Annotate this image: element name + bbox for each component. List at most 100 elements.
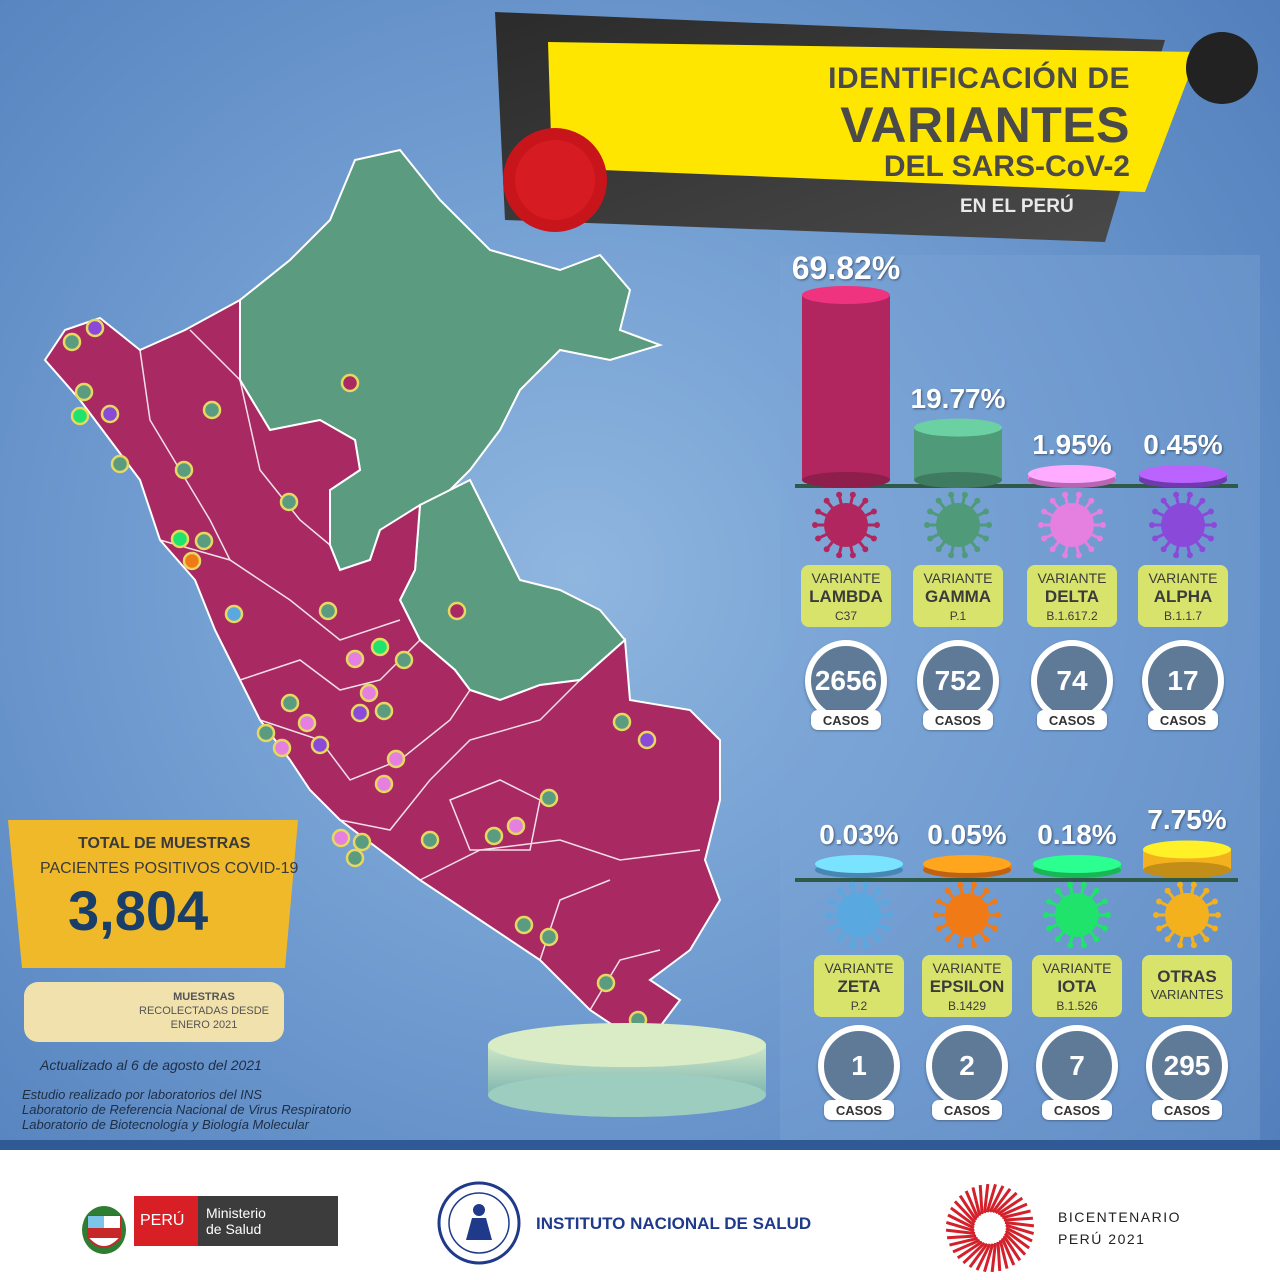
bar-base-1 bbox=[914, 472, 1002, 488]
dark-virus-icon bbox=[1186, 32, 1258, 104]
variant-name: ALPHA bbox=[1153, 587, 1213, 606]
study-line1: Estudio realizado por laboratorios del I… bbox=[22, 1087, 262, 1102]
cases-label-0: CASOS bbox=[811, 710, 881, 730]
pedestal bbox=[488, 1023, 766, 1117]
variant-code: B.1.617.2 bbox=[1046, 609, 1098, 623]
bar-cap-7 bbox=[1143, 840, 1231, 859]
variant-label-lambda: VARIANTE LAMBDA C37 bbox=[801, 565, 891, 627]
bar-cap-3 bbox=[1139, 465, 1227, 483]
variant-label-zeta: VARIANTE ZETA P.2 bbox=[814, 955, 904, 1017]
cases-label-6: CASOS bbox=[1042, 1100, 1112, 1120]
title-prefix: IDENTIFICACIÓN DE bbox=[828, 62, 1130, 95]
peru-map bbox=[43, 148, 722, 1042]
variant-word: VARIANTE bbox=[811, 570, 881, 586]
variant-word: VARIANTE bbox=[932, 960, 1002, 976]
virus-icon-7 bbox=[1153, 881, 1221, 949]
map-region-lambda bbox=[43, 298, 722, 1042]
percent-label-2: 1.95% bbox=[1032, 429, 1112, 460]
percent-label-0: 69.82% bbox=[791, 250, 901, 286]
updated-date: Actualizado al 6 de agosto del 2021 bbox=[40, 1057, 262, 1073]
total-value: 3,804 bbox=[68, 879, 209, 942]
virus-icon-0 bbox=[812, 491, 880, 559]
variant-word: VARIANTE bbox=[824, 960, 894, 976]
peru-coat-of-arms-icon bbox=[82, 1206, 126, 1254]
variant-word: VARIANTE bbox=[923, 570, 993, 586]
case-count-6: 7 bbox=[1036, 1025, 1118, 1107]
variant-word: VARIANTE bbox=[1042, 960, 1112, 976]
bars bbox=[802, 286, 1231, 878]
subtitle: EN EL PERÚ bbox=[960, 196, 1074, 217]
title-big: VARIANTES bbox=[840, 97, 1130, 153]
cases-label-2: CASOS bbox=[1037, 710, 1107, 730]
variant-label-iota: VARIANTE IOTA B.1.526 bbox=[1032, 955, 1122, 1017]
total-label-2: PACIENTES POSITIVOS COVID-19 bbox=[40, 860, 299, 877]
variant-name: LAMBDA bbox=[809, 587, 883, 606]
percent-label-1: 19.77% bbox=[910, 382, 1006, 414]
bar-cap-6 bbox=[1033, 855, 1121, 873]
title-band bbox=[548, 42, 1198, 192]
variant-name: GAMMA bbox=[924, 587, 992, 606]
bicentenario-label: BICENTENARIO PERÚ 2021 bbox=[1058, 1206, 1181, 1250]
cases-label-3: CASOS bbox=[1148, 710, 1218, 730]
case-count-7: 295 bbox=[1146, 1025, 1228, 1107]
bar-lambda bbox=[802, 295, 890, 480]
variant-code: P.2 bbox=[850, 999, 868, 1013]
virus-icon-6 bbox=[1043, 881, 1111, 949]
footer: PERÚ Ministerio de Salud INSTITUTO NACIO… bbox=[0, 1150, 1280, 1280]
muestras-line3: ENERO 2021 bbox=[170, 1019, 238, 1031]
variant-word: VARIANTE bbox=[1037, 570, 1107, 586]
variant-code: P.1 bbox=[949, 609, 967, 623]
ministerio-line2: de Salud bbox=[206, 1221, 262, 1237]
variant-name: IOTA bbox=[1057, 977, 1097, 996]
bar-cap-0 bbox=[802, 286, 890, 304]
cases-label-1: CASOS bbox=[923, 710, 993, 730]
virus-icons bbox=[812, 491, 1221, 949]
study-credits: Estudio realizado por laboratorios del I… bbox=[22, 1087, 351, 1132]
bar-cap-4 bbox=[815, 855, 903, 873]
variant-name: DELTA bbox=[1044, 587, 1100, 606]
ins-logo-icon bbox=[437, 1181, 521, 1265]
bicentenario-logo-icon bbox=[945, 1183, 1035, 1273]
virus-icon-4 bbox=[825, 881, 893, 949]
variant-code: B.1429 bbox=[947, 999, 987, 1013]
ins-label: INSTITUTO NACIONAL DE SALUD bbox=[536, 1214, 812, 1233]
total-label-1: TOTAL DE MUESTRAS bbox=[78, 835, 251, 852]
ministerio-line1: Ministerio bbox=[206, 1205, 266, 1221]
percent-label-6: 0.18% bbox=[1037, 819, 1117, 850]
variant-name: OTRAS bbox=[1157, 967, 1217, 986]
virus-icon-1 bbox=[924, 491, 992, 559]
variant-code: B.1.526 bbox=[1056, 999, 1098, 1013]
variant-word: VARIANTE bbox=[1148, 570, 1218, 586]
bar-cap-2 bbox=[1028, 465, 1116, 483]
variant-name: ZETA bbox=[837, 977, 881, 996]
title-line2: DEL SARS-CoV-2 bbox=[883, 150, 1130, 183]
bar-base-7 bbox=[1143, 862, 1231, 878]
bar-cap-1 bbox=[914, 418, 1002, 437]
cases-label-4: CASOS bbox=[824, 1100, 894, 1120]
bar-base-0 bbox=[802, 472, 890, 488]
variant-label-epsilon: VARIANTE EPSILON B.1429 bbox=[922, 955, 1012, 1017]
variant-code: C37 bbox=[834, 609, 857, 623]
percent-label-4: 0.03% bbox=[819, 819, 899, 850]
bicentenario-line1: BICENTENARIO bbox=[1058, 1209, 1182, 1225]
ministerio-badge bbox=[198, 1196, 338, 1246]
case-count-3: 17 bbox=[1142, 640, 1224, 722]
percent-label-5: 0.05% bbox=[927, 819, 1007, 850]
variant-label-alpha: VARIANTE ALPHA B.1.1.7 bbox=[1138, 565, 1228, 627]
study-line3: Laboratorio de Biotecnología y Biología … bbox=[22, 1117, 309, 1132]
variant-label-delta: VARIANTE DELTA B.1.617.2 bbox=[1027, 565, 1117, 627]
variant-label-gamma: VARIANTE GAMMA P.1 bbox=[913, 565, 1003, 627]
variant-name: EPSILON bbox=[929, 977, 1005, 996]
muestras-text: MUESTRAS RECOLECTADAS DESDE ENERO 2021 bbox=[130, 990, 278, 1032]
study-line2: Laboratorio de Referencia Nacional de Vi… bbox=[22, 1102, 352, 1117]
case-count-5: 2 bbox=[926, 1025, 1008, 1107]
muestras-line2: RECOLECTADAS DESDE bbox=[139, 1005, 269, 1017]
virus-icon-5 bbox=[933, 881, 1001, 949]
total-box-shape bbox=[8, 820, 298, 968]
peru-label: PERÚ bbox=[140, 1212, 185, 1229]
case-count-4: 1 bbox=[818, 1025, 900, 1107]
variant-label-otras: OTRAS VARIANTES bbox=[1142, 955, 1232, 1017]
bicentenario-line2: PERÚ 2021 bbox=[1058, 1231, 1146, 1247]
virus-icon-2 bbox=[1038, 491, 1106, 559]
